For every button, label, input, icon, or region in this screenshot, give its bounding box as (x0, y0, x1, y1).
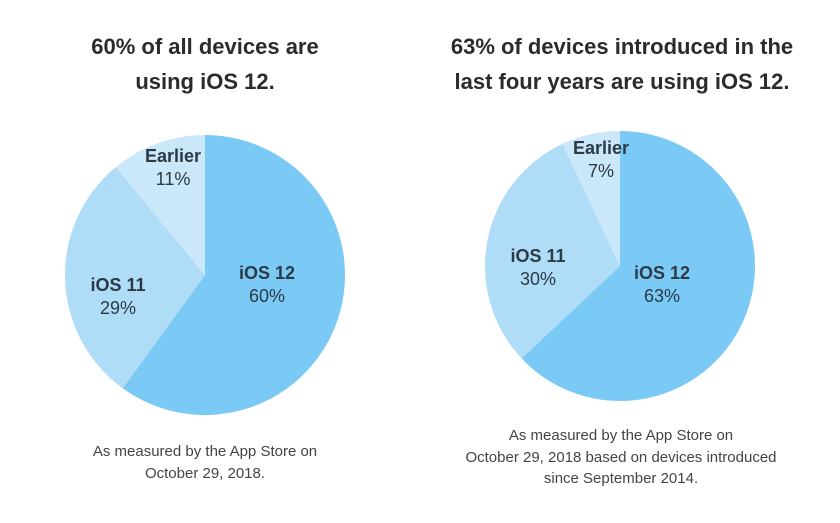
left-caption-line-1: As measured by the App Store on (92, 443, 318, 460)
pie-slice-ios-12 (521, 131, 755, 401)
left-title-line-1: 60% of all devices are (91, 34, 319, 59)
right-caption-line-3: since September 2014. (543, 470, 699, 487)
slice-label: iOS 11 (90, 275, 145, 295)
pie-slice-ios-12 (122, 135, 346, 415)
left-title-line-2: using iOS 12. (135, 69, 275, 94)
right-title-line-2: last four years are using iOS 12. (454, 69, 790, 94)
slice-value-label: 30% (520, 269, 556, 289)
slice-label: Earlier (573, 138, 629, 158)
slice-value-label: 11% (156, 169, 191, 189)
slice-value-label: 7% (588, 161, 614, 181)
left-caption-line-2: October 29, 2018. (144, 464, 266, 482)
slice-label: iOS 12 (634, 263, 690, 283)
slice-value-label: 29% (100, 298, 136, 318)
left-chart-title: 60% of all devices are using iOS 12. (0, 29, 415, 99)
slice-value-label: 63% (644, 286, 680, 306)
pie-slice-earlier (562, 131, 620, 266)
right-chart-title: 63% of devices introduced in the last fo… (412, 29, 832, 99)
pie-slice-ios-11 (64, 167, 206, 389)
left-chart-caption: As measured by the App Store on October … (0, 441, 415, 484)
slice-value-label: 60% (249, 286, 285, 306)
pie-slice-earlier (115, 135, 205, 275)
pie-slice-ios-11 (484, 143, 620, 359)
slice-label: iOS 12 (239, 263, 295, 283)
right-caption-line-1: As measured by the App Store on (508, 427, 734, 444)
slice-label: iOS 11 (510, 246, 565, 266)
right-chart-caption: As measured by the App Store on October … (411, 425, 831, 490)
right-title-line-1: 63% of devices introduced in the (450, 34, 794, 59)
slice-label: Earlier (145, 146, 201, 166)
right-caption-line-2: October 29, 2018 based on devices introd… (465, 448, 777, 466)
